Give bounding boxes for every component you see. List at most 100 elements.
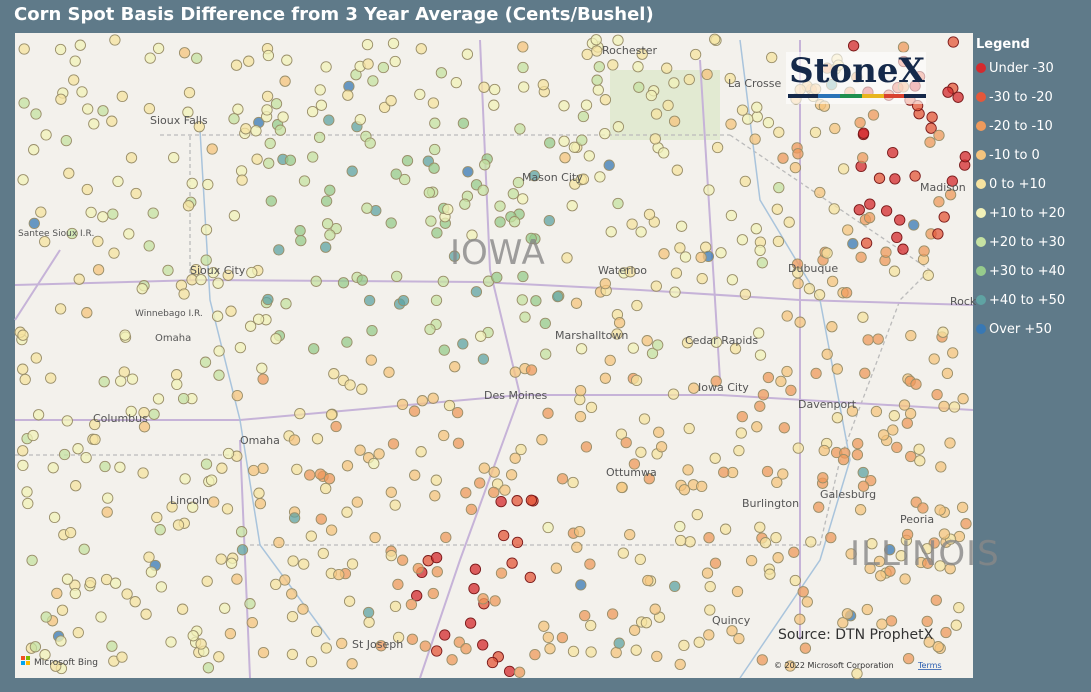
basis-dot[interactable] (165, 636, 177, 648)
basis-dot[interactable] (616, 481, 628, 494)
basis-dot[interactable] (695, 251, 707, 264)
basis-dot[interactable] (669, 286, 681, 298)
basis-dot[interactable] (450, 76, 462, 89)
basis-dot[interactable] (171, 378, 183, 391)
basis-dot[interactable] (114, 461, 126, 473)
basis-dot[interactable] (556, 473, 569, 485)
basis-dot[interactable] (306, 105, 319, 118)
basis-dot[interactable] (668, 115, 681, 127)
basis-dot[interactable] (286, 588, 298, 600)
basis-dot[interactable] (932, 228, 944, 240)
basis-dot[interactable] (81, 183, 93, 196)
basis-dot[interactable] (80, 451, 92, 464)
basis-dot[interactable] (152, 42, 165, 55)
basis-dot[interactable] (931, 388, 943, 401)
basis-dot[interactable] (630, 374, 643, 387)
basis-dot[interactable] (262, 293, 274, 306)
basis-dot[interactable] (599, 127, 611, 140)
basis-dot[interactable] (199, 356, 212, 368)
basis-dot[interactable] (231, 573, 243, 585)
basis-dot[interactable] (177, 392, 190, 405)
basis-dot[interactable] (517, 41, 529, 53)
basis-dot[interactable] (236, 174, 248, 186)
basis-dot[interactable] (617, 547, 629, 559)
basis-dot[interactable] (138, 421, 151, 433)
basis-dot[interactable] (172, 519, 185, 531)
basis-dot[interactable] (739, 175, 751, 188)
basis-dot[interactable] (940, 626, 952, 639)
basis-dot[interactable] (466, 229, 478, 241)
basis-dot[interactable] (270, 578, 282, 591)
basis-dot[interactable] (529, 648, 541, 661)
basis-dot[interactable] (658, 248, 670, 260)
basis-dot[interactable] (607, 59, 619, 71)
basis-dot[interactable] (19, 373, 31, 386)
basis-dot[interactable] (678, 484, 691, 496)
basis-dot[interactable] (684, 536, 696, 548)
basis-dot[interactable] (385, 549, 397, 562)
basis-dot[interactable] (789, 574, 801, 587)
basis-dot[interactable] (170, 369, 183, 381)
basis-dot[interactable] (756, 257, 768, 269)
basis-dot[interactable] (364, 137, 376, 149)
basis-dot[interactable] (452, 437, 465, 449)
basis-dot[interactable] (305, 655, 318, 668)
basis-dot[interactable] (286, 648, 299, 661)
basis-dot[interactable] (724, 72, 736, 85)
basis-dot[interactable] (613, 637, 625, 649)
basis-dot[interactable] (325, 524, 338, 536)
basis-dot[interactable] (222, 269, 234, 281)
basis-dot[interactable] (89, 433, 101, 446)
basis-dot[interactable] (236, 544, 249, 556)
basis-dot[interactable] (294, 407, 306, 420)
basis-dot[interactable] (202, 178, 214, 191)
basis-dot[interactable] (642, 574, 654, 587)
basis-dot[interactable] (957, 393, 969, 405)
basis-dot[interactable] (863, 212, 876, 224)
basis-dot[interactable] (837, 163, 850, 175)
basis-dot[interactable] (423, 186, 435, 199)
basis-dot[interactable] (516, 294, 528, 306)
basis-dot[interactable] (470, 286, 483, 298)
basis-dot[interactable] (320, 195, 333, 207)
basis-dot[interactable] (556, 631, 569, 644)
basis-dot[interactable] (873, 172, 886, 184)
basis-dot[interactable] (605, 226, 617, 238)
basis-dot[interactable] (503, 665, 516, 678)
basis-dot[interactable] (412, 562, 424, 575)
basis-dot[interactable] (116, 651, 128, 663)
basis-dot[interactable] (286, 610, 299, 623)
basis-dot[interactable] (244, 320, 257, 332)
basis-dot[interactable] (591, 45, 603, 57)
basis-dot[interactable] (109, 34, 121, 46)
basis-dot[interactable] (928, 353, 940, 365)
basis-dot[interactable] (891, 231, 903, 244)
basis-dot[interactable] (72, 443, 84, 455)
basis-dot[interactable] (574, 410, 587, 423)
basis-dot[interactable] (387, 438, 400, 450)
basis-dot[interactable] (930, 594, 942, 606)
basis-dot[interactable] (261, 104, 273, 116)
basis-dot[interactable] (73, 273, 85, 285)
basis-dot[interactable] (320, 642, 332, 654)
basis-dot[interactable] (624, 266, 636, 278)
basis-dot[interactable] (670, 267, 683, 279)
basis-dot[interactable] (68, 74, 80, 86)
basis-dot[interactable] (511, 536, 524, 549)
basis-dot[interactable] (431, 645, 443, 657)
basis-dot[interactable] (514, 123, 526, 135)
basis-dot[interactable] (27, 429, 39, 442)
basis-dot[interactable] (837, 453, 850, 466)
basis-dot[interactable] (840, 287, 853, 299)
basis-dot[interactable] (431, 566, 443, 578)
basis-dot[interactable] (125, 152, 138, 164)
basis-dot[interactable] (102, 492, 114, 504)
basis-dot[interactable] (959, 151, 971, 163)
basis-dot[interactable] (540, 348, 552, 360)
basis-dot[interactable] (635, 226, 647, 238)
basis-dot[interactable] (449, 361, 461, 373)
basis-dot[interactable] (235, 526, 248, 538)
basis-dot[interactable] (818, 444, 830, 457)
basis-dot[interactable] (323, 114, 335, 126)
basis-dot[interactable] (709, 452, 721, 464)
